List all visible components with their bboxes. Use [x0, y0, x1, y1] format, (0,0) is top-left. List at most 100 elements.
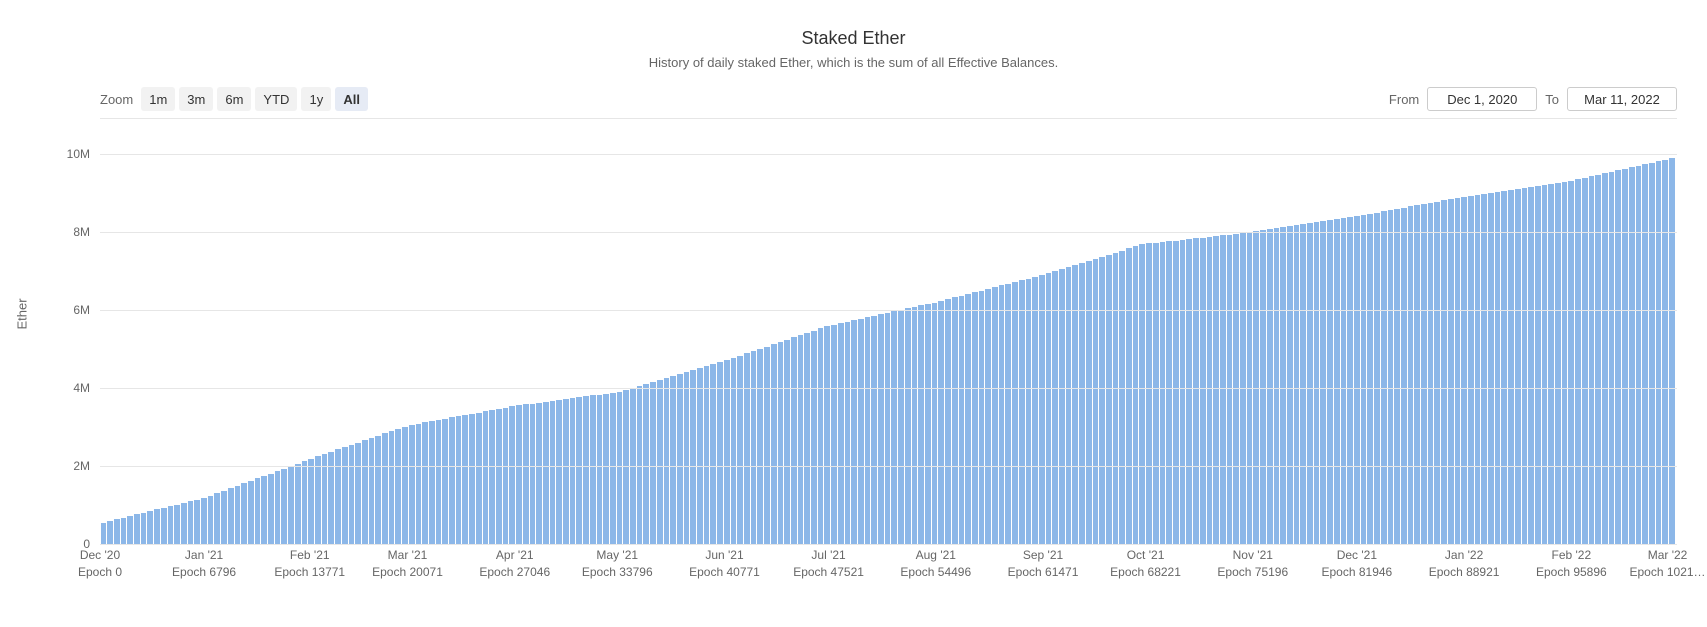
bar[interactable] [1555, 183, 1561, 544]
zoom-all-button[interactable]: All [335, 87, 368, 111]
bar[interactable] [1441, 200, 1447, 544]
bar[interactable] [1475, 195, 1481, 544]
date-to-input[interactable]: Mar 11, 2022 [1567, 87, 1677, 111]
bar[interactable] [201, 498, 207, 544]
bar[interactable] [650, 382, 656, 544]
bar[interactable] [409, 425, 415, 544]
bar[interactable] [798, 335, 804, 544]
bar[interactable] [1287, 226, 1293, 544]
bar[interactable] [436, 420, 442, 544]
bar[interactable] [1012, 282, 1018, 544]
bar[interactable] [1086, 261, 1092, 544]
bar[interactable] [1153, 243, 1159, 544]
bar[interactable] [1615, 170, 1621, 544]
bar[interactable] [576, 397, 582, 544]
bar[interactable] [1180, 240, 1186, 544]
bar[interactable] [516, 405, 522, 544]
bar[interactable] [677, 374, 683, 544]
bar[interactable] [1528, 187, 1534, 544]
bar[interactable] [603, 394, 609, 544]
bar[interactable] [617, 392, 623, 544]
bar[interactable] [1126, 248, 1132, 544]
bar[interactable] [375, 436, 381, 544]
bar[interactable] [992, 287, 998, 544]
bar[interactable] [664, 378, 670, 544]
bar[interactable] [496, 409, 502, 544]
bar[interactable] [1642, 164, 1648, 544]
bar[interactable] [556, 400, 562, 544]
bar[interactable] [1562, 182, 1568, 544]
bar[interactable] [945, 299, 951, 544]
bar[interactable] [717, 362, 723, 544]
bar[interactable] [530, 404, 536, 544]
bar[interactable] [422, 422, 428, 544]
bar[interactable] [107, 521, 113, 544]
bar[interactable] [1320, 221, 1326, 544]
bar[interactable] [1636, 166, 1642, 544]
bar[interactable] [221, 491, 227, 544]
bar[interactable] [731, 358, 737, 544]
bar[interactable] [268, 474, 274, 544]
date-from-input[interactable]: Dec 1, 2020 [1427, 87, 1537, 111]
bar[interactable] [845, 322, 851, 544]
bar[interactable] [804, 333, 810, 544]
bar[interactable] [429, 421, 435, 544]
bar[interactable] [315, 456, 321, 544]
bar[interactable] [912, 307, 918, 544]
bar[interactable] [1401, 208, 1407, 544]
bar[interactable] [1267, 229, 1273, 544]
bar[interactable] [690, 370, 696, 544]
bar[interactable] [248, 481, 254, 544]
bar[interactable] [697, 368, 703, 544]
bar[interactable] [395, 429, 401, 544]
bar[interactable] [161, 508, 167, 544]
bar[interactable] [1388, 210, 1394, 544]
bar[interactable] [1347, 217, 1353, 544]
bar[interactable] [1381, 211, 1387, 544]
bar[interactable] [1314, 222, 1320, 544]
bar[interactable] [670, 376, 676, 544]
bar[interactable] [1052, 271, 1058, 544]
bar[interactable] [509, 406, 515, 544]
bar[interactable] [757, 349, 763, 544]
bar[interactable] [174, 505, 180, 544]
bar[interactable] [932, 303, 938, 544]
bar[interactable] [858, 319, 864, 544]
bar[interactable] [1656, 161, 1662, 544]
bar[interactable] [349, 445, 355, 544]
bar[interactable] [778, 342, 784, 544]
bar[interactable] [489, 410, 495, 544]
bar[interactable] [985, 289, 991, 544]
bar[interactable] [637, 386, 643, 544]
bar[interactable] [1434, 202, 1440, 545]
bar[interactable] [1113, 253, 1119, 544]
bar[interactable] [851, 320, 857, 544]
bar[interactable] [1515, 189, 1521, 544]
bar[interactable] [543, 402, 549, 544]
bar[interactable] [1066, 267, 1072, 544]
bar[interactable] [369, 438, 375, 544]
bar[interactable] [194, 500, 200, 544]
bar[interactable] [999, 285, 1005, 544]
zoom-3m-button[interactable]: 3m [179, 87, 213, 111]
bar[interactable] [1133, 246, 1139, 544]
bar[interactable] [764, 347, 770, 544]
bar[interactable] [570, 398, 576, 544]
bar[interactable] [1280, 227, 1286, 544]
bar[interactable] [442, 419, 448, 544]
bar[interactable] [121, 518, 127, 544]
bar[interactable] [1495, 192, 1501, 544]
bar[interactable] [1026, 279, 1032, 544]
bar[interactable] [925, 304, 931, 544]
bar[interactable] [295, 464, 301, 544]
bar[interactable] [1354, 216, 1360, 544]
bar[interactable] [416, 424, 422, 544]
bar[interactable] [281, 469, 287, 544]
bar[interactable] [1421, 204, 1427, 544]
bar[interactable] [302, 461, 308, 544]
bar[interactable] [1508, 190, 1514, 544]
bar[interactable] [476, 413, 482, 544]
bar[interactable] [1079, 263, 1085, 544]
zoom-ytd-button[interactable]: YTD [255, 87, 297, 111]
bar[interactable] [1662, 160, 1668, 544]
